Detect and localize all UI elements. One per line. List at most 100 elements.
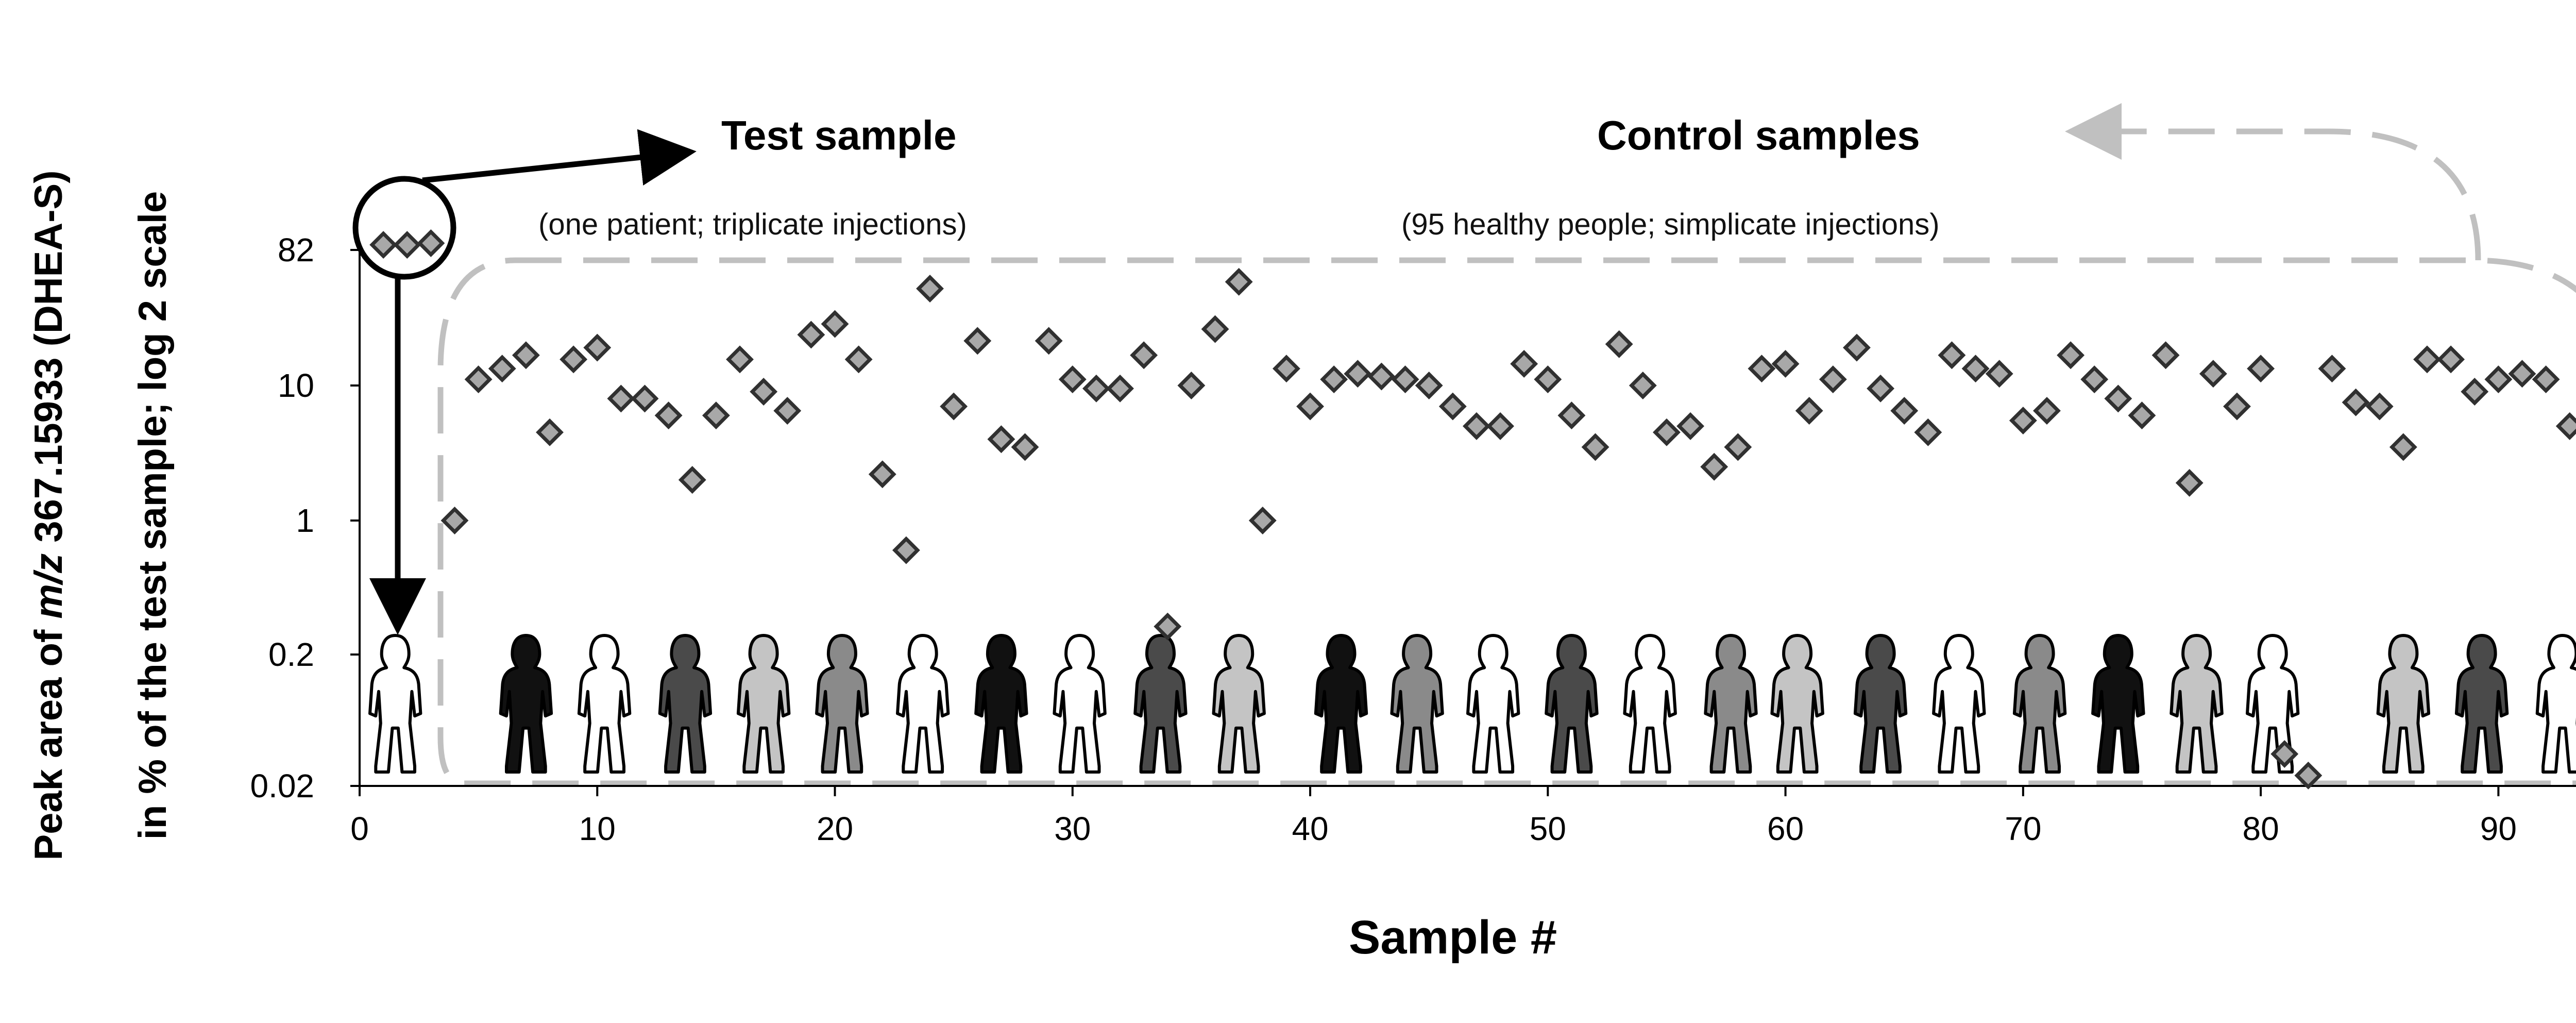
control-sample-point (1058, 365, 1087, 394)
control-sample-point (2009, 407, 2037, 434)
x-tick-label: 70 (2005, 810, 2041, 847)
control-sample-point (1676, 412, 1705, 440)
control-sample-point (1367, 362, 1396, 391)
control-sample-point (2508, 360, 2536, 388)
person-icon (1623, 634, 1677, 774)
control-sample-point (868, 460, 896, 489)
control-sample-point (1985, 360, 2013, 388)
control-sample-point (1961, 355, 1990, 383)
test-sample-subtitle: (one patient; triplicate injections) (538, 208, 967, 241)
control-sample-point (1771, 349, 1800, 378)
person-icon (1466, 634, 1520, 774)
person-icon (499, 634, 553, 774)
control-sample-point (2484, 365, 2513, 394)
person-icon (736, 634, 791, 774)
y-tick-label: 82 (278, 231, 314, 269)
control-samples-enclosure (437, 257, 2576, 786)
control-sample-point (1510, 349, 1538, 378)
person-icon (368, 634, 422, 774)
control-sample-point (1438, 392, 1467, 421)
control-sample-point (1914, 418, 1942, 446)
control-sample-point (2555, 412, 2576, 440)
control-sample-point (844, 345, 873, 374)
control-sample-point (2294, 761, 2323, 790)
control-sample-point (2223, 392, 2251, 421)
control-sample-point (1272, 355, 1300, 383)
person-icon (1770, 634, 1824, 774)
control-sample-point (1724, 433, 1752, 461)
test-sample-title: Test sample (721, 112, 956, 158)
control-sample-point (1605, 330, 1633, 358)
test-sample-circle (352, 176, 456, 280)
control-sample-point (2437, 345, 2465, 374)
test-sample-point (369, 231, 398, 259)
x-tick-label: 10 (579, 810, 616, 847)
control-sample-point (1557, 401, 1586, 430)
person-icon (1390, 634, 1444, 774)
control-sample-point (488, 355, 516, 383)
control-sample-point (607, 384, 635, 413)
control-sample-point (1462, 412, 1490, 440)
control-sample-point (1534, 365, 1562, 394)
control-sample-point (1867, 374, 1895, 403)
control-sample-point (1248, 507, 1277, 534)
control-sample-point (1653, 418, 1681, 446)
y-tick-label: 0.2 (268, 636, 314, 673)
control-sample-point (1391, 365, 1419, 394)
control-sample-point (1415, 372, 1443, 399)
control-sample-point (631, 384, 659, 413)
x-tick-label: 80 (2243, 810, 2279, 847)
y-tick-label: 1 (296, 502, 314, 539)
control-sample-point (963, 327, 992, 355)
control-sample-point (1843, 333, 1871, 362)
control-sample-point (1225, 267, 1253, 296)
control-sample-point (916, 275, 944, 303)
control-sample-point (1486, 412, 1515, 440)
control-sample-point (1938, 341, 1966, 370)
control-sample-point (1629, 372, 1657, 399)
person-icon (974, 634, 1028, 774)
x-tick-label: 50 (1530, 810, 1566, 847)
person-icon (658, 634, 713, 774)
control-sample-point (560, 345, 588, 374)
control-sample-point (464, 365, 493, 394)
person-icon (1314, 634, 1368, 774)
control-sample-point (1130, 341, 1158, 370)
control-sample-point (2342, 388, 2370, 416)
control-sample-point (2080, 365, 2109, 394)
control-sample-point (797, 321, 825, 349)
person-icon (577, 634, 632, 774)
person-icon (2170, 634, 2224, 774)
control-sample-point (1320, 365, 1348, 394)
control-sample-point (2033, 397, 2061, 425)
person-icon (2376, 634, 2431, 774)
control-sample-point (821, 310, 849, 338)
control-sample-point (2199, 360, 2227, 388)
control-sample-point (1748, 355, 1776, 383)
control-sample-point (750, 378, 778, 406)
control-sample-point (2270, 740, 2299, 768)
control-sample-point (1296, 392, 1324, 421)
y-tick-label: 10 (278, 367, 314, 404)
control-sample-point (1154, 612, 1182, 641)
control-sample-point (2057, 341, 2085, 370)
control-sample-point (2532, 365, 2560, 394)
y-axis-label-line2: in % of the test sample; log 2 scale (131, 191, 175, 840)
control-sample-point (940, 392, 968, 421)
control-sample-point (2104, 384, 2132, 413)
control-sample-point (2365, 392, 2394, 421)
x-tick-label: 0 (350, 810, 369, 847)
person-icon (2091, 634, 2145, 774)
x-tick-label: 40 (1292, 810, 1328, 847)
x-tick-label: 30 (1054, 810, 1091, 847)
person-icon (1212, 634, 1266, 774)
control-sample-point (1344, 360, 1372, 388)
control-samples-arrow (2065, 103, 2481, 261)
control-sample-point (2128, 401, 2156, 430)
control-sample-point (1011, 433, 1039, 461)
control-sample-point (1700, 452, 1728, 481)
test-sample-arrow-right (422, 129, 697, 186)
x-tick-label: 60 (1767, 810, 1804, 847)
y-tick-label: 0.02 (250, 767, 314, 804)
control-sample-point (702, 401, 730, 430)
